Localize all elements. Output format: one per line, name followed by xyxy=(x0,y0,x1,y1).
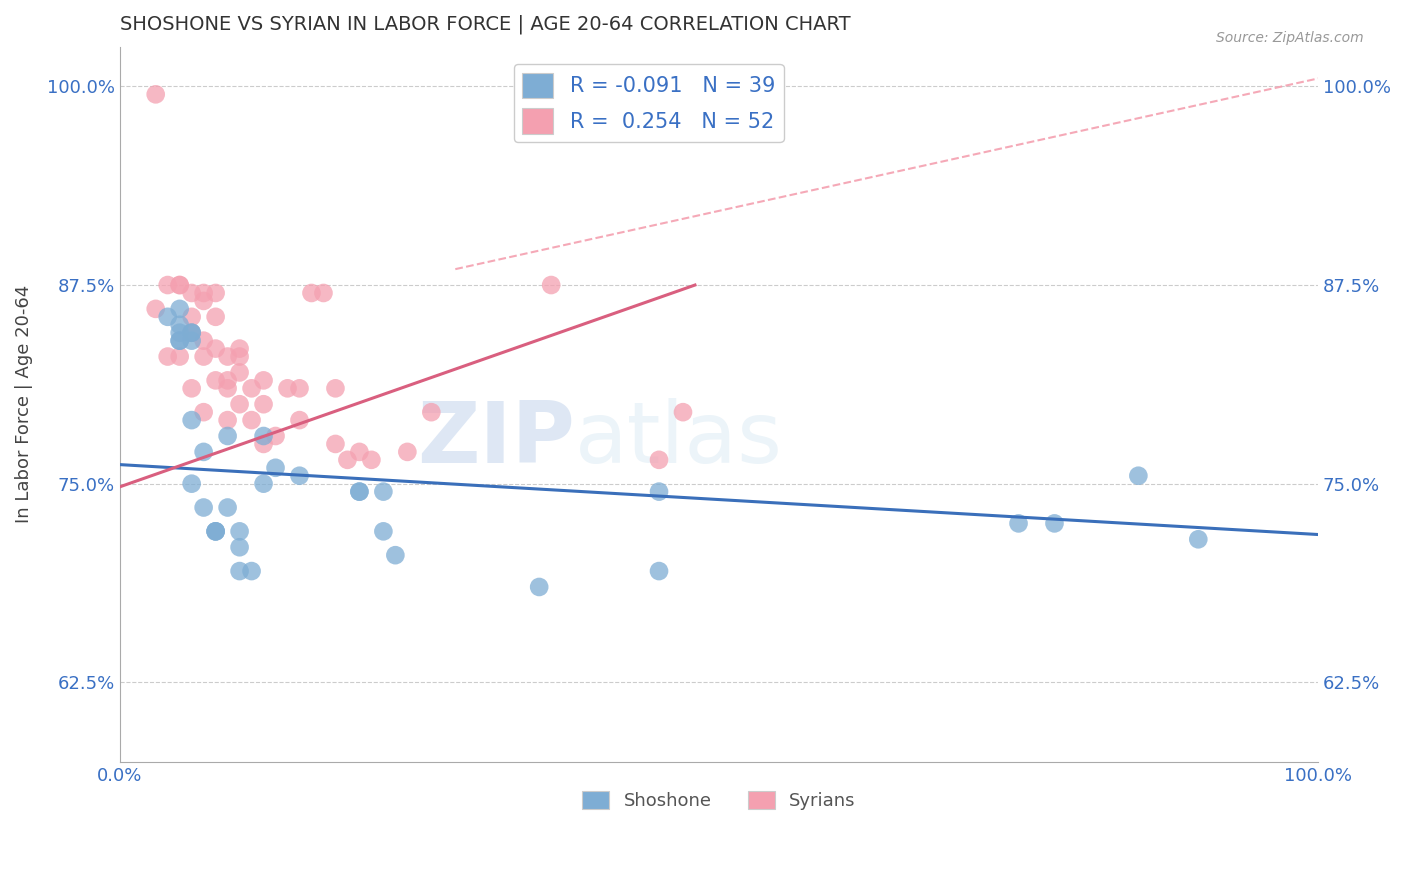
Point xyxy=(648,453,671,467)
Point xyxy=(145,301,167,316)
Point xyxy=(276,381,298,395)
Point xyxy=(193,334,215,348)
Point xyxy=(420,405,443,419)
Point xyxy=(180,310,202,324)
Text: Source: ZipAtlas.com: Source: ZipAtlas.com xyxy=(1216,31,1364,45)
Y-axis label: In Labor Force | Age 20-64: In Labor Force | Age 20-64 xyxy=(15,285,32,524)
Point xyxy=(169,326,191,340)
Point xyxy=(145,87,167,102)
Point xyxy=(193,500,215,515)
Point xyxy=(228,397,250,411)
Point xyxy=(204,524,226,539)
Point xyxy=(301,285,323,300)
Point xyxy=(204,373,226,387)
Point xyxy=(180,413,202,427)
Point xyxy=(1187,533,1209,547)
Point xyxy=(217,373,239,387)
Point xyxy=(228,524,250,539)
Point xyxy=(325,437,347,451)
Point xyxy=(217,500,239,515)
Point xyxy=(240,564,263,578)
Point xyxy=(252,476,274,491)
Point xyxy=(288,381,311,395)
Point xyxy=(204,524,226,539)
Text: ZIP: ZIP xyxy=(418,399,575,482)
Point xyxy=(204,285,226,300)
Point xyxy=(325,381,347,395)
Point xyxy=(217,429,239,443)
Point xyxy=(193,285,215,300)
Point xyxy=(169,278,191,293)
Point xyxy=(193,293,215,308)
Point xyxy=(169,350,191,364)
Point xyxy=(373,524,395,539)
Point xyxy=(169,334,191,348)
Point xyxy=(288,468,311,483)
Point xyxy=(288,413,311,427)
Point xyxy=(240,413,263,427)
Point xyxy=(527,580,550,594)
Point xyxy=(648,484,671,499)
Point xyxy=(349,484,371,499)
Point xyxy=(180,476,202,491)
Point xyxy=(169,301,191,316)
Point xyxy=(180,381,202,395)
Point xyxy=(217,350,239,364)
Point xyxy=(373,484,395,499)
Point xyxy=(180,326,202,340)
Point xyxy=(252,373,274,387)
Point xyxy=(312,285,335,300)
Point xyxy=(240,381,263,395)
Point xyxy=(252,397,274,411)
Point xyxy=(264,460,287,475)
Point xyxy=(180,326,202,340)
Point xyxy=(193,350,215,364)
Point xyxy=(169,278,191,293)
Point xyxy=(217,413,239,427)
Point xyxy=(228,540,250,554)
Point xyxy=(672,405,695,419)
Point xyxy=(228,342,250,356)
Point xyxy=(252,429,274,443)
Point xyxy=(349,445,371,459)
Point xyxy=(252,437,274,451)
Point xyxy=(156,310,179,324)
Legend: Shoshone, Syrians: Shoshone, Syrians xyxy=(575,783,863,817)
Text: SHOSHONE VS SYRIAN IN LABOR FORCE | AGE 20-64 CORRELATION CHART: SHOSHONE VS SYRIAN IN LABOR FORCE | AGE … xyxy=(120,15,851,35)
Point xyxy=(180,326,202,340)
Point xyxy=(1007,516,1029,531)
Point xyxy=(169,334,191,348)
Point xyxy=(384,548,406,562)
Point xyxy=(1043,516,1066,531)
Point xyxy=(349,484,371,499)
Point xyxy=(193,405,215,419)
Point xyxy=(156,278,179,293)
Point xyxy=(204,524,226,539)
Point xyxy=(264,429,287,443)
Point xyxy=(228,564,250,578)
Point xyxy=(204,310,226,324)
Point xyxy=(648,564,671,578)
Point xyxy=(360,453,382,467)
Point xyxy=(204,342,226,356)
Point xyxy=(169,318,191,332)
Point xyxy=(193,445,215,459)
Point xyxy=(540,278,562,293)
Point xyxy=(228,366,250,380)
Point xyxy=(180,334,202,348)
Point xyxy=(156,350,179,364)
Point xyxy=(396,445,419,459)
Point xyxy=(1128,468,1150,483)
Point xyxy=(180,285,202,300)
Text: atlas: atlas xyxy=(575,399,783,482)
Point xyxy=(336,453,359,467)
Point xyxy=(228,350,250,364)
Point xyxy=(217,381,239,395)
